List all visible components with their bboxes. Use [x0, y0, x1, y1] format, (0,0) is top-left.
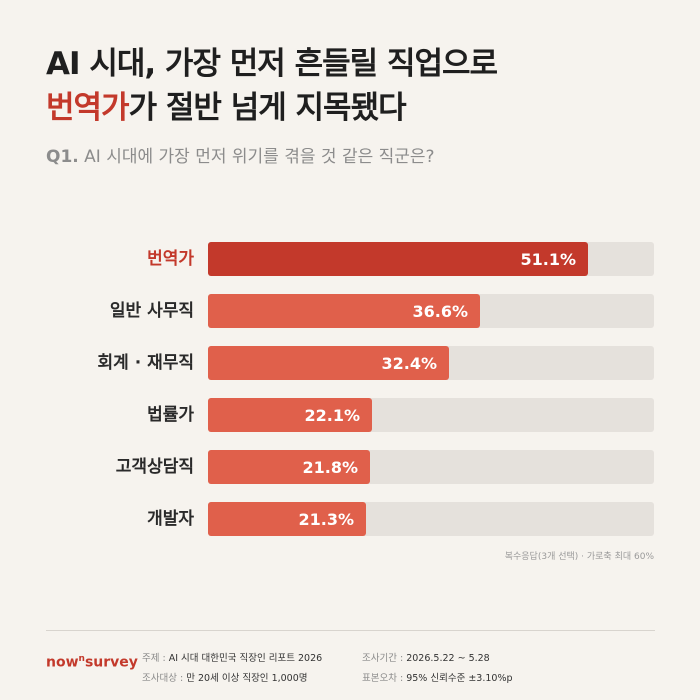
category-label: 개발자 — [147, 509, 194, 529]
meta-topic-value: AI 시대 대한민국 직장인 리포트 2026 — [168, 653, 323, 664]
meta-period-key: 조사기간 : — [362, 653, 404, 664]
meta-period: 조사기간 : 2026.5.22 ~ 5.28 — [362, 650, 490, 664]
question-number: Q1. — [46, 147, 79, 167]
meta-target: 조사대상 : 만 20세 이상 직장인 1,000명 — [142, 670, 308, 684]
category-label: 고객상담직 — [115, 457, 194, 477]
title-highlight: 번역가 — [46, 90, 130, 126]
title-line-2: 번역가가 절반 넘게 지목됐다 — [46, 86, 666, 130]
question: Q1. AI 시대에 가장 먼저 위기를 겪을 것 같은 직군은? — [46, 142, 435, 167]
category-label: 법률가 — [147, 405, 194, 425]
category-label: 일반 사무직 — [109, 301, 194, 321]
meta-topic: 주제 : AI 시대 대한민국 직장인 리포트 2026 — [142, 650, 322, 664]
data-label: 22.1% — [304, 406, 360, 425]
meta-target-key: 조사대상 : — [142, 673, 184, 684]
chart-note: 복수응답(3개 선택) · 가로축 최대 60% — [504, 552, 654, 562]
category-label: 회계 · 재무직 — [97, 353, 195, 373]
bar — [208, 242, 588, 276]
bar — [208, 450, 370, 484]
bar — [208, 398, 372, 432]
footer-divider — [46, 630, 655, 631]
meta-target-value: 만 20세 이상 직장인 1,000명 — [186, 673, 308, 684]
bar — [208, 502, 366, 536]
bar — [208, 346, 449, 380]
chart-title: AI 시대, 가장 먼저 흔들릴 직업으로 번역가가 절반 넘게 지목됐다 — [46, 42, 666, 130]
logo-sup: n — [78, 654, 85, 664]
meta-error: 표본오차 : 95% 신뢰수준 ±3.10%p — [362, 670, 513, 684]
data-label: 21.3% — [298, 510, 354, 529]
category-label: 번역가 — [147, 249, 194, 269]
meta-error-value: 95% 신뢰수준 ±3.10%p — [406, 673, 513, 684]
bar — [208, 294, 480, 328]
question-text: AI 시대에 가장 먼저 위기를 겪을 것 같은 직군은? — [84, 147, 435, 167]
logo-now: now — [46, 654, 79, 671]
brand-logo: nownsurvey — [46, 654, 138, 671]
data-label: 32.4% — [381, 354, 437, 373]
meta-topic-key: 주제 : — [142, 653, 166, 664]
data-label: 21.8% — [302, 458, 358, 477]
data-label: 36.6% — [412, 302, 468, 321]
meta-period-value: 2026.5.22 ~ 5.28 — [406, 653, 490, 664]
title-line-2-rest: 가 절반 넘게 지목됐다 — [128, 90, 407, 126]
title-line-1: AI 시대, 가장 먼저 흔들릴 직업으로 — [46, 46, 498, 82]
meta-error-key: 표본오차 : — [362, 673, 404, 684]
logo-survey: survey — [84, 654, 138, 671]
data-label: 51.1% — [520, 250, 576, 269]
